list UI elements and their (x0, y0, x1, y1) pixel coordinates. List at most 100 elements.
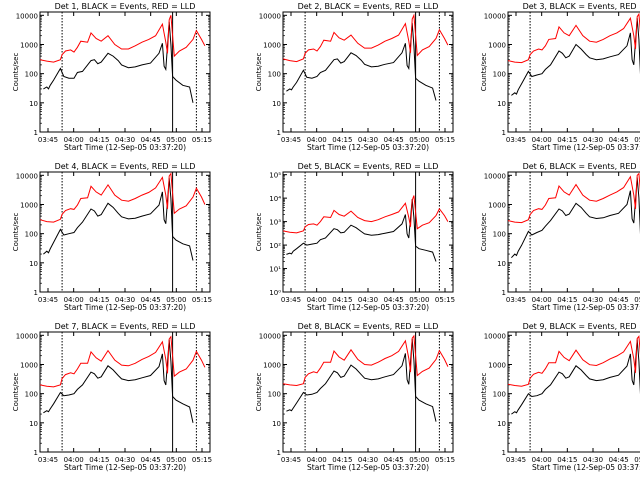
x-tick-label: 05:00 (166, 456, 186, 464)
plot-frame (282, 11, 454, 133)
x-tick-label: 04:45 (609, 456, 629, 464)
y-axis-label: Counts/sec (12, 53, 20, 92)
x-axis-label: Start Time (12-Sep-05 03:37:20) (307, 463, 429, 472)
events-series-line (286, 199, 437, 262)
y-tick-label: 1000 (263, 361, 281, 369)
y-tick-label: 10000 (16, 172, 38, 180)
plot-frame (282, 171, 454, 293)
plot-frame (39, 331, 211, 453)
chart-panel-det-1: Det 1, BLACK = Events, RED = LLD 1 10 100 10… (12, 2, 212, 152)
lld-series-line (282, 334, 449, 387)
y-axis-label: Counts/sec (12, 373, 20, 412)
y-tick-label: 100 (25, 391, 38, 399)
events-series-line (511, 18, 640, 96)
y-tick-label: 10 (29, 260, 38, 268)
x-tick-label: 04:15 (557, 296, 577, 304)
x-tick-label: 04:00 (307, 456, 327, 464)
chart-panel-det-4: Det 4, BLACK = Events, RED = LLD 1 10 100 10… (12, 162, 212, 312)
x-tick-label: 05:00 (409, 136, 429, 144)
y-tick-label: 10⁵ (269, 172, 281, 180)
y-tick-label: 10000 (484, 12, 506, 20)
x-tick-label: 04:45 (141, 296, 161, 304)
y-tick-label: 10² (269, 242, 281, 250)
y-tick-label: 10⁴ (269, 195, 281, 203)
x-tick-label: 03:45 (38, 136, 58, 144)
x-tick-label: 04:30 (115, 296, 135, 304)
chart-title: Det 5, BLACK = Events, RED = LLD (298, 162, 439, 171)
x-tick-label: 05:15 (435, 456, 455, 464)
y-axis-label: Counts/sec (480, 373, 488, 412)
y-axis-label: Counts/sec (480, 53, 488, 92)
x-tick-label: 03:45 (281, 296, 301, 304)
y-tick-label: 1000 (20, 361, 38, 369)
y-tick-label: 1 (277, 129, 281, 137)
x-axis-label: Start Time (12-Sep-05 03:37:20) (307, 303, 429, 312)
x-tick-label: 04:30 (583, 136, 603, 144)
lld-series-line (39, 172, 206, 223)
x-tick-label: 04:45 (384, 456, 404, 464)
x-tick-label: 05:15 (435, 296, 455, 304)
x-tick-label: 03:45 (506, 136, 526, 144)
plot-frame (39, 171, 211, 293)
lld-series-line (507, 12, 640, 64)
x-tick-label: 05:15 (192, 296, 212, 304)
x-tick-label: 05:00 (634, 296, 640, 304)
lld-series-line (282, 195, 449, 234)
x-tick-label: 04:00 (64, 136, 84, 144)
lld-series-line (39, 335, 206, 388)
x-tick-label: 04:00 (307, 296, 327, 304)
chart-panel-det-6: Det 6, BLACK = Events, RED = LLD 1 10 100 10… (480, 162, 640, 312)
plot-frame (282, 331, 454, 453)
x-axis-label: Start Time (12-Sep-05 03:37:20) (532, 463, 640, 472)
y-tick-label: 10 (497, 100, 506, 108)
events-series-line (511, 339, 640, 415)
y-tick-label: 100 (25, 231, 38, 239)
y-tick-label: 1000 (488, 41, 506, 49)
chart-title: Det 4, BLACK = Events, RED = LLD (55, 162, 196, 171)
lld-series-line (507, 172, 640, 224)
chart-panel-det-8: Det 8, BLACK = Events, RED = LLD 1 10 100 10… (255, 322, 455, 472)
y-tick-label: 10000 (484, 172, 506, 180)
x-tick-label: 04:00 (64, 296, 84, 304)
lld-series-line (507, 335, 640, 387)
x-tick-label: 04:15 (557, 456, 577, 464)
y-tick-label: 1 (277, 449, 281, 457)
y-tick-label: 1000 (488, 361, 506, 369)
y-tick-label: 10 (497, 260, 506, 268)
chart-title: Det 8, BLACK = Events, RED = LLD (298, 322, 439, 331)
x-tick-label: 04:45 (141, 136, 161, 144)
x-tick-label: 04:00 (532, 296, 552, 304)
chart-title: Det 3, BLACK = Events, RED = LLD (523, 2, 640, 11)
y-tick-label: 10000 (16, 12, 38, 20)
y-axis-label: Counts/sec (255, 213, 263, 252)
chart-title: Det 7, BLACK = Events, RED = LLD (55, 322, 196, 331)
x-tick-label: 03:45 (281, 456, 301, 464)
y-tick-label: 10 (272, 100, 281, 108)
x-tick-label: 04:30 (358, 136, 378, 144)
plot-frame (507, 331, 640, 453)
y-tick-label: 10¹ (269, 266, 281, 274)
chart-title: Det 1, BLACK = Events, RED = LLD (55, 2, 196, 11)
x-tick-label: 04:45 (141, 456, 161, 464)
y-tick-label: 10³ (269, 219, 281, 227)
x-tick-label: 04:30 (115, 456, 135, 464)
x-tick-label: 04:15 (89, 136, 109, 144)
x-tick-label: 04:00 (532, 136, 552, 144)
chart-title: Det 6, BLACK = Events, RED = LLD (523, 162, 640, 171)
x-axis-label: Start Time (12-Sep-05 03:37:20) (64, 463, 186, 472)
y-tick-label: 100 (268, 391, 281, 399)
y-tick-label: 100 (493, 391, 506, 399)
x-tick-label: 05:00 (634, 136, 640, 144)
chart-panel-det-2: Det 2, BLACK = Events, RED = LLD 1 10 100 10… (255, 2, 455, 152)
y-tick-label: 10 (29, 420, 38, 428)
y-tick-label: 1 (34, 129, 38, 137)
y-tick-label: 10⁰ (269, 289, 281, 297)
y-tick-label: 10 (29, 100, 38, 108)
x-tick-label: 04:45 (384, 136, 404, 144)
events-series-line (43, 178, 194, 261)
x-axis-label: Start Time (12-Sep-05 03:37:20) (532, 143, 640, 152)
y-tick-label: 1 (34, 289, 38, 297)
x-tick-label: 04:45 (609, 136, 629, 144)
x-tick-label: 05:00 (634, 456, 640, 464)
